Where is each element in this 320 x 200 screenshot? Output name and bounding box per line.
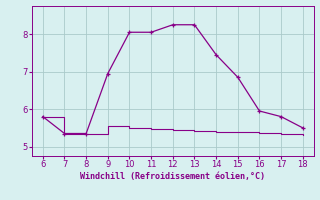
X-axis label: Windchill (Refroidissement éolien,°C): Windchill (Refroidissement éolien,°C) <box>80 172 265 181</box>
